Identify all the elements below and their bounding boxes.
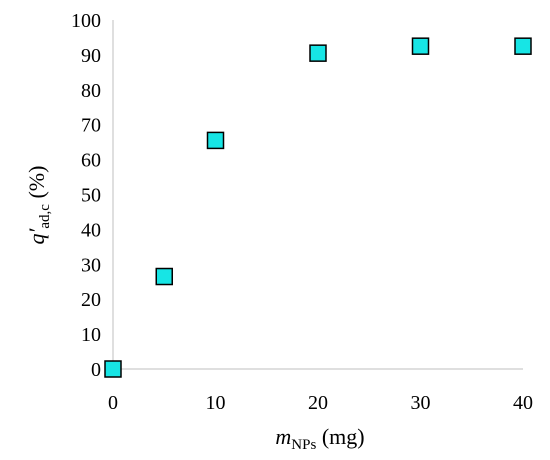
x-axis-title: mNPs (mg) [275, 424, 364, 453]
y-tick-label: 100 [71, 10, 101, 32]
x-axis-ticks: 0 10 20 30 40 [108, 392, 533, 414]
y-tick-label: 60 [81, 150, 101, 172]
y-axis-title: q′ad,c (%) [24, 166, 53, 245]
data-point [514, 37, 532, 55]
y-axis-title-subscript: ad,c [37, 204, 53, 229]
y-tick-label: 90 [81, 45, 101, 67]
y-tick-label: 40 [81, 219, 101, 241]
data-point [104, 360, 122, 378]
x-axis-title-unit: (mg) [316, 424, 364, 449]
y-tick-label: 70 [81, 115, 101, 137]
x-tick-label: 20 [308, 392, 328, 414]
y-tick-label: 10 [81, 324, 101, 346]
x-tick-label: 10 [206, 392, 226, 414]
y-axis-ticks: 0 10 20 30 40 50 60 70 80 90 100 [71, 10, 101, 381]
data-point [155, 267, 173, 286]
x-tick-label: 40 [513, 392, 533, 414]
x-axis-title-main: m [275, 424, 291, 449]
y-tick-label: 80 [81, 80, 101, 102]
y-axis-title-main: q′ [24, 227, 49, 244]
plot-area [112, 20, 523, 370]
data-point [309, 44, 327, 62]
y-tick-label: 50 [81, 185, 101, 207]
data-point [411, 37, 430, 55]
x-axis-title-subscript: NPs [291, 437, 316, 453]
data-point [206, 131, 225, 150]
y-tick-label: 30 [81, 254, 101, 276]
y-tick-label: 20 [81, 289, 101, 311]
data-points [104, 37, 532, 378]
y-axis-title-unit: (%) [24, 166, 49, 204]
y-tick-label: 0 [91, 359, 101, 381]
x-tick-label: 30 [411, 392, 431, 414]
x-tick-label: 0 [108, 392, 118, 414]
